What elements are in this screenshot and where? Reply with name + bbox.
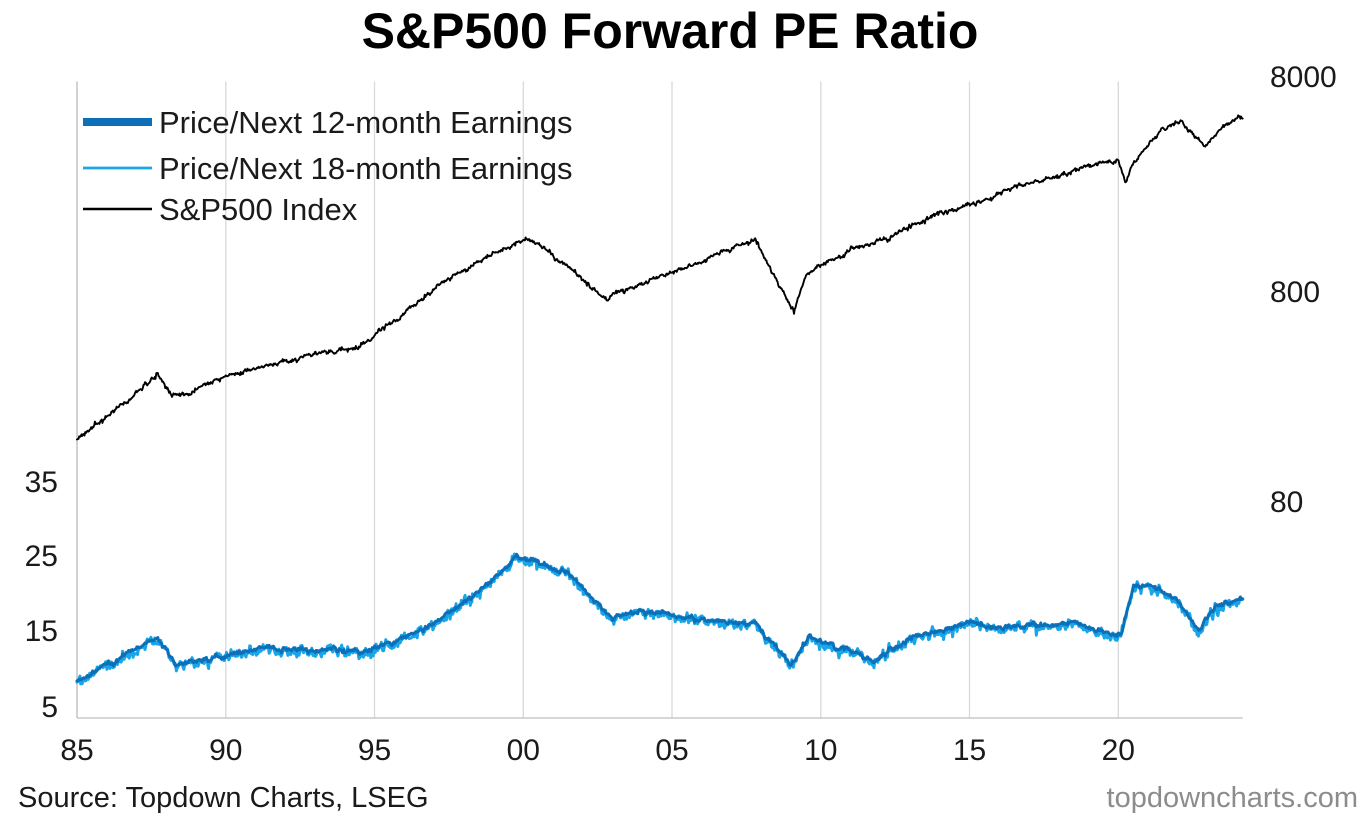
svg-text:800: 800 xyxy=(1270,276,1320,309)
svg-text:20: 20 xyxy=(1102,734,1135,767)
svg-text:35: 35 xyxy=(25,466,58,499)
svg-text:15: 15 xyxy=(25,615,58,648)
svg-text:S&P500 Index: S&P500 Index xyxy=(159,192,358,227)
svg-text:Price/Next 12-month Earnings: Price/Next 12-month Earnings xyxy=(159,105,573,140)
svg-text:95: 95 xyxy=(358,734,391,767)
svg-text:8000: 8000 xyxy=(1270,61,1337,94)
svg-text:Price/Next 18-month Earnings: Price/Next 18-month Earnings xyxy=(159,151,573,186)
svg-text:15: 15 xyxy=(953,734,986,767)
svg-text:90: 90 xyxy=(209,734,242,767)
svg-text:25: 25 xyxy=(25,540,58,573)
svg-text:85: 85 xyxy=(60,734,93,767)
svg-text:80: 80 xyxy=(1270,486,1303,519)
svg-text:5: 5 xyxy=(41,691,58,724)
svg-text:05: 05 xyxy=(655,734,688,767)
svg-text:00: 00 xyxy=(507,734,540,767)
svg-text:10: 10 xyxy=(804,734,837,767)
